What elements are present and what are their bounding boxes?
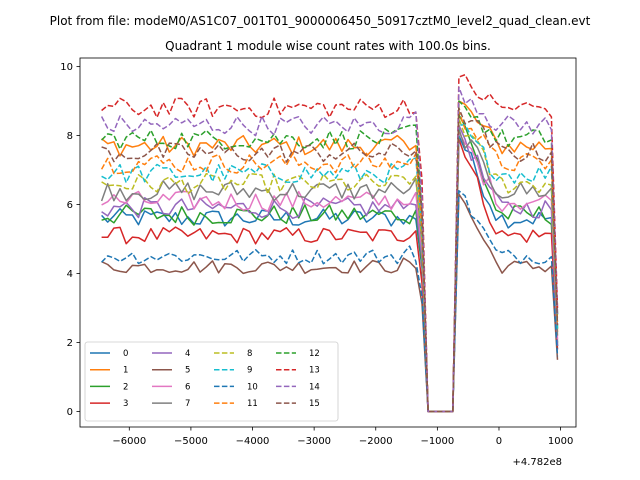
x-tick-label: −4000 (236, 436, 270, 447)
series-line-5 (101, 193, 559, 413)
x-tick-label: 1000 (548, 436, 573, 447)
plot-area (100, 73, 559, 413)
series-line-7 (100, 127, 559, 413)
legend-label-2: 2 (123, 382, 128, 392)
y-tick-label: 2 (67, 338, 73, 349)
series-line-3 (101, 138, 559, 413)
chart-title: Quadrant 1 module wise count rates with … (165, 39, 491, 53)
x-offset-label: +4.782e8 (512, 457, 562, 468)
series-line-4 (101, 124, 559, 413)
legend-label-7: 7 (185, 399, 190, 409)
legend-label-13: 13 (309, 366, 320, 376)
y-tick-label: 8 (67, 131, 73, 142)
legend-label-4: 4 (185, 349, 190, 359)
legend-label-14: 14 (309, 382, 320, 392)
x-tick-label: −2000 (359, 436, 393, 447)
x-tick-label: −6000 (112, 436, 146, 447)
x-tick-label: −1000 (420, 436, 454, 447)
series-line-14 (100, 86, 559, 413)
legend-label-1: 1 (123, 366, 128, 376)
legend-label-0: 0 (123, 349, 128, 359)
y-tick-label: 0 (67, 407, 73, 418)
x-tick-label: 0 (496, 436, 502, 447)
legend-label-11: 11 (247, 399, 258, 409)
series-line-9 (101, 123, 559, 413)
y-tick-label: 10 (60, 62, 73, 73)
x-tick-label: −5000 (174, 436, 208, 447)
series-line-2 (101, 114, 559, 413)
legend-box (84, 341, 339, 422)
y-tick-label: 6 (67, 200, 73, 211)
legend-label-15: 15 (309, 399, 320, 409)
legend-label-9: 9 (247, 366, 252, 376)
y-tick-label: 4 (67, 269, 73, 280)
legend-label-6: 6 (185, 382, 190, 392)
series-line-8 (101, 117, 559, 413)
series-line-1 (101, 100, 559, 413)
series-line-6 (101, 131, 559, 413)
series-line-10 (101, 190, 559, 413)
series-line-13 (101, 73, 559, 413)
series-line-12 (101, 100, 559, 413)
legend-label-3: 3 (123, 399, 128, 409)
series-line-15 (101, 107, 559, 413)
legend-label-5: 5 (185, 366, 190, 376)
axes-frame (79, 57, 577, 428)
figure-suptitle: Plot from file: modeM0/AS1C07_001T01_900… (50, 14, 591, 28)
x-tick-label: −3000 (297, 436, 331, 447)
axes: −6000 −5000 −4000 −3000 −2000 −1000 0 1000 0 2 4 6 8… (60, 57, 577, 447)
series-line-11 (100, 110, 559, 413)
legend-label-12: 12 (309, 349, 320, 359)
legend-label-8: 8 (247, 349, 252, 359)
legend-label-10: 10 (247, 382, 258, 392)
series-lines (100, 73, 559, 413)
